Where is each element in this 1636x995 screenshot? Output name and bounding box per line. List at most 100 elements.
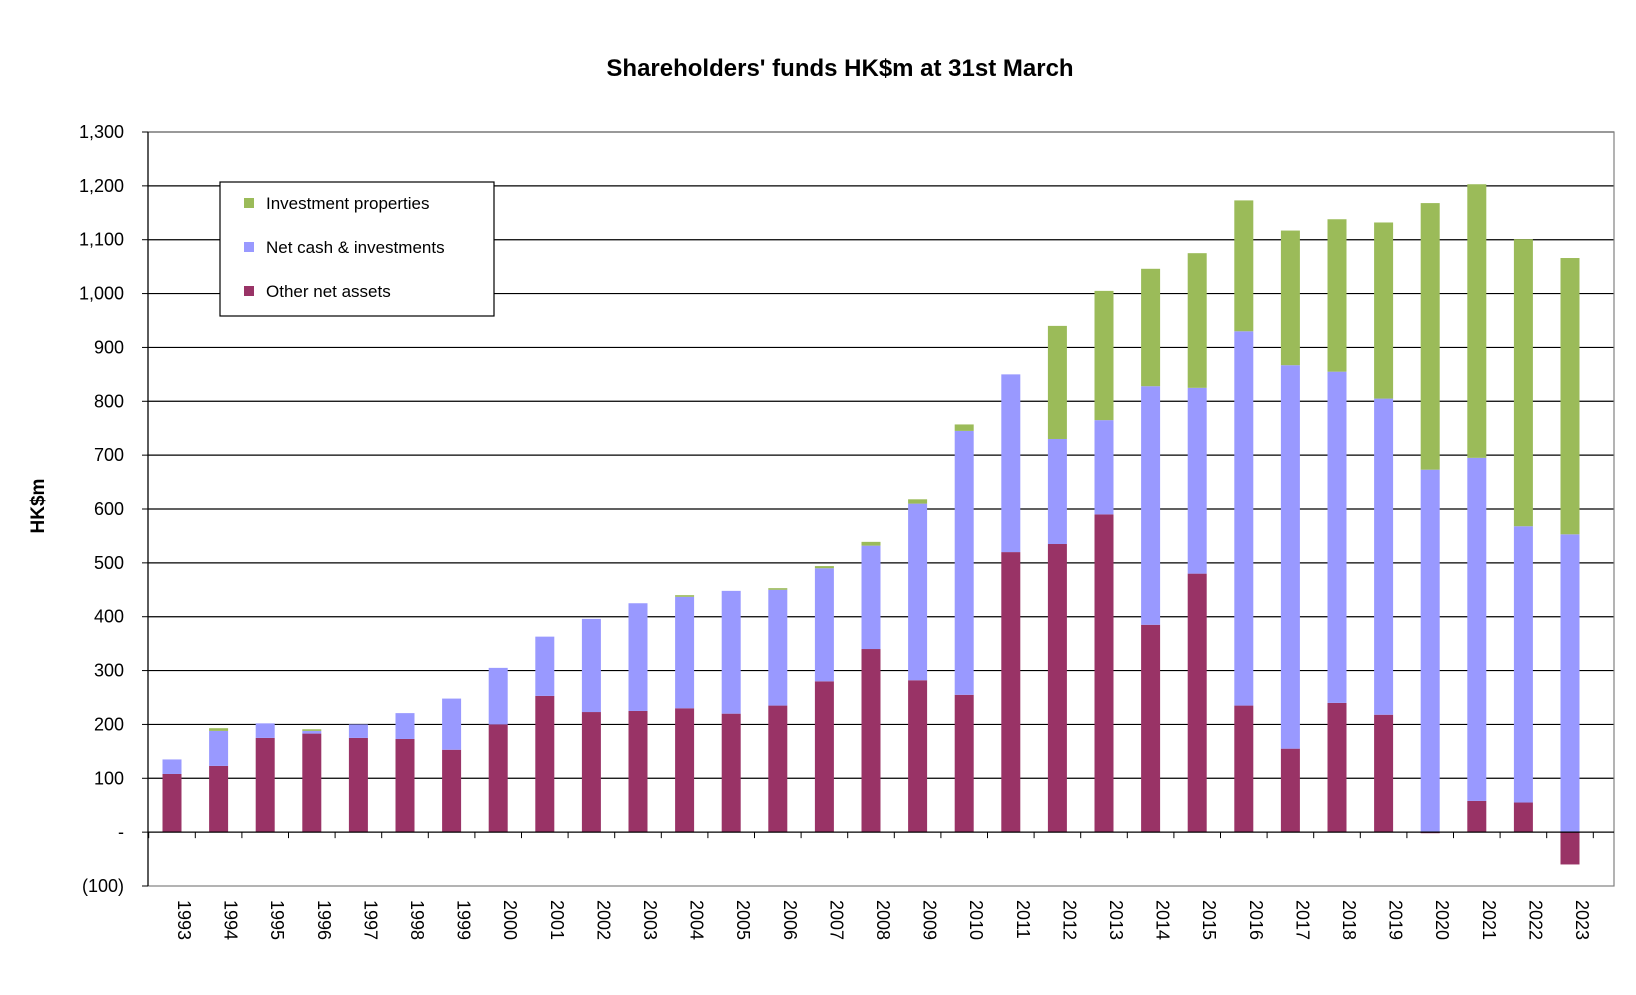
y-tick-label: 1,100 xyxy=(79,230,124,250)
bar-segment xyxy=(1280,365,1300,749)
x-tick-label: 2001 xyxy=(547,900,567,940)
bar-segment xyxy=(442,749,462,833)
x-tick-label: 1996 xyxy=(314,900,334,940)
bar-segment xyxy=(581,712,601,833)
bar-segment xyxy=(721,713,741,833)
bar-segment xyxy=(535,636,555,696)
bar-segment xyxy=(488,667,508,725)
x-tick-labels: 1993 1994 1995 1996 1997 1998 1999 2000 2001 2002… xyxy=(174,900,1592,940)
bar-segment xyxy=(209,730,229,766)
bar-segment xyxy=(1467,184,1487,458)
bar-segment xyxy=(1094,514,1114,833)
bar-segment xyxy=(1560,832,1580,865)
legend-swatch xyxy=(244,198,254,208)
y-tick-label: (100) xyxy=(82,876,124,896)
bar-segment xyxy=(302,730,322,734)
y-tick-label: 100 xyxy=(94,768,124,788)
x-tick-label: 1998 xyxy=(407,900,427,940)
legend-item: Investment properties xyxy=(244,194,429,213)
bar-segment xyxy=(814,568,834,682)
bar-segment xyxy=(628,710,648,833)
bar-segment xyxy=(1280,230,1300,366)
x-tick-label: 2010 xyxy=(966,900,986,940)
x-tick-label: 2009 xyxy=(920,900,940,940)
bar-segment xyxy=(1187,253,1207,388)
bar-segment xyxy=(1327,219,1347,372)
legend-label: Investment properties xyxy=(266,194,429,213)
bar-segment xyxy=(721,590,741,714)
x-tick-label: 1997 xyxy=(360,900,380,940)
x-tick-label: 2003 xyxy=(640,900,660,940)
x-tick-label: 2018 xyxy=(1339,900,1359,940)
x-tick-label: 2005 xyxy=(733,900,753,940)
bar-segment xyxy=(348,724,368,738)
bar-segment xyxy=(395,713,415,739)
chart-title: Shareholders' funds HK$m at 31st March xyxy=(606,55,1073,82)
bar-segment xyxy=(1187,573,1207,833)
bar-segment xyxy=(1094,420,1114,515)
bar-segment xyxy=(302,729,322,731)
bar-segment xyxy=(348,737,368,833)
bar-segment xyxy=(954,430,974,695)
bar-segment xyxy=(1420,469,1440,833)
bar-segment xyxy=(1467,800,1487,833)
bar-segment xyxy=(1327,702,1347,833)
bar-segment xyxy=(1141,386,1161,625)
x-tick-label: 1995 xyxy=(267,900,287,940)
bar-segment xyxy=(675,596,695,709)
y-axis-label: HK$m xyxy=(28,479,49,534)
bar-segment xyxy=(1374,398,1394,715)
x-tick-label: 1999 xyxy=(454,900,474,940)
x-tick-label: 2011 xyxy=(1013,900,1033,939)
bar-segment xyxy=(302,733,322,833)
bar-segment xyxy=(814,566,834,569)
bar-segment xyxy=(209,765,229,833)
bar-segment xyxy=(1187,387,1207,574)
legend: Investment properties Net cash & investme… xyxy=(219,181,495,317)
bar-segment xyxy=(255,723,275,738)
bar-segment xyxy=(861,545,881,650)
x-tick-label: 1994 xyxy=(221,900,241,940)
bar-segment xyxy=(1513,239,1533,527)
x-tick-label: 1993 xyxy=(174,900,194,940)
bar-segment xyxy=(1513,526,1533,803)
y-tick-label: 700 xyxy=(94,445,124,465)
bar-segment xyxy=(861,649,881,833)
bar-segment xyxy=(1001,552,1021,833)
bar-segment xyxy=(954,424,974,431)
y-tick-label: 200 xyxy=(94,714,124,734)
y-tick-label: 500 xyxy=(94,553,124,573)
bar-segment xyxy=(628,603,648,711)
bar-segment xyxy=(535,695,555,833)
y-tick-label: - xyxy=(118,822,124,842)
series-net-cash-investments xyxy=(162,331,1580,833)
bar-segment xyxy=(1094,290,1114,421)
bar-segment xyxy=(1420,203,1440,470)
y-tick-label: 300 xyxy=(94,661,124,681)
y-tick-labels: (100) - 100 200 300 400 500 600 700 800 900 1,000 1,… xyxy=(79,122,124,896)
x-tick-label: 2017 xyxy=(1292,900,1312,940)
bar-segment xyxy=(1374,222,1394,399)
x-tick-label: 2015 xyxy=(1199,900,1219,940)
bar-segment xyxy=(1560,258,1580,535)
bar-segment xyxy=(1047,438,1067,545)
bar-segment xyxy=(1234,331,1254,706)
y-tick-label: 400 xyxy=(94,607,124,627)
bar-segment xyxy=(488,724,508,833)
y-tick-label: 800 xyxy=(94,391,124,411)
legend-item: Net cash & investments xyxy=(244,238,445,257)
x-tick-label: 2008 xyxy=(873,900,893,940)
series-investment-properties xyxy=(209,184,1580,731)
y-tick-label: 900 xyxy=(94,337,124,357)
bar-segment xyxy=(1327,371,1347,703)
series-other-net-assets xyxy=(162,514,1580,865)
bar-segment xyxy=(1047,544,1067,833)
bar-segment xyxy=(209,728,229,731)
x-tick-label: 2019 xyxy=(1386,900,1406,940)
legend-swatch xyxy=(244,242,254,252)
bar-segment xyxy=(908,503,928,681)
bar-segment xyxy=(768,588,788,590)
x-tick-label: 2000 xyxy=(500,900,520,940)
bar-segment xyxy=(1513,802,1533,833)
